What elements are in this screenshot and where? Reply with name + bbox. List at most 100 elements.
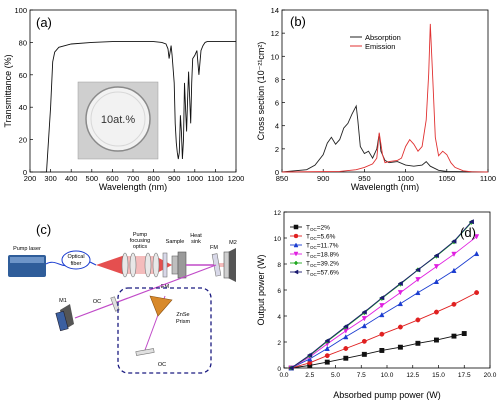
- optical-fiber-label-line1: Optical: [67, 254, 84, 260]
- data-point-5: [379, 295, 385, 301]
- panel-b-legend: Absorption Emission: [350, 33, 401, 51]
- data-point-3: [361, 316, 367, 322]
- panel-a-xlabel: Wavelength (nm): [99, 182, 167, 192]
- m2-mirror: [223, 251, 230, 279]
- panel-b-label: (b): [290, 14, 306, 29]
- fm-label: FM: [210, 245, 218, 251]
- sample-crystal: [171, 255, 179, 275]
- y-tick-label: 2: [277, 340, 281, 347]
- legend-label-0: TOC=2%: [306, 225, 330, 233]
- x-tick-label: 300: [44, 174, 57, 183]
- legend-label-name: T: [306, 225, 310, 232]
- panel-d-ticks: 0.0 2.5 5.0 7.5 10.0 12.5 15.0 17.5 20.0 0 2 4 6 8 10 1…: [274, 210, 497, 379]
- legend-label-name: T: [306, 270, 310, 277]
- data-point-2: [415, 289, 421, 296]
- legend-marker-2: [293, 242, 299, 248]
- pump-laser-label-line1: Pump laser: [13, 246, 41, 252]
- panel-a-chart: 200 300 400 500 600 700 800 900 1000 1100 1200 0 20 4…: [3, 6, 244, 192]
- pump-optics-label-line3: optics: [133, 244, 148, 250]
- legend-label-sub: OC: [310, 245, 318, 250]
- laser-beam-fold: [74, 264, 217, 319]
- panel-a-ylabel: Transmittance (%): [3, 54, 13, 127]
- data-point-2: [379, 311, 385, 318]
- y-tick-label: 100: [14, 6, 27, 15]
- legend-label-name: T: [306, 252, 310, 259]
- legend-label-2: TOC=11.7%: [306, 243, 339, 251]
- data-point-1: [433, 309, 439, 315]
- panel-b-ticks: 850 900 950 1000 1050 1100 0 2 4 6 8 10 12 14: [271, 6, 496, 183]
- panel-d-xlabel: Absorbed pump power (W): [333, 390, 441, 400]
- panel-d-lines: [288, 219, 480, 371]
- data-point-3: [474, 234, 480, 240]
- m1-mirror: [55, 310, 69, 332]
- x-tick-label: 1000: [186, 174, 203, 183]
- data-point-2: [324, 345, 330, 351]
- x-tick-label: 5.0: [331, 372, 340, 379]
- data-point-0: [451, 333, 457, 339]
- panel-d-label: (d): [460, 225, 476, 240]
- data-point-2: [343, 334, 349, 340]
- y-tick-label: 0: [277, 366, 281, 373]
- data-point-1: [324, 353, 330, 359]
- data-point-5: [288, 365, 294, 371]
- em-mirror: [162, 252, 168, 278]
- heat-sink: [177, 251, 187, 279]
- legend-label-4: TOC=39.2%: [306, 261, 339, 269]
- data-point-5: [433, 252, 439, 259]
- y-tick-label: 80: [19, 38, 27, 47]
- legend-label-sub: OC: [310, 272, 318, 277]
- panel-a-lines: [40, 41, 236, 173]
- oc-lower-label: OC: [158, 362, 166, 368]
- data-point-1: [397, 324, 403, 330]
- x-tick-label: 1100: [207, 174, 223, 183]
- legend-label-name: T: [306, 243, 310, 250]
- legend-label-name: T: [306, 261, 310, 268]
- pump-lens-4: [152, 252, 160, 278]
- series-line-0: [281, 104, 489, 173]
- data-point-0: [415, 340, 421, 346]
- m2-mirror-side: [228, 248, 236, 282]
- data-point-3: [379, 303, 385, 309]
- y-tick-label: 10: [271, 52, 279, 61]
- fiber-output: [89, 261, 97, 266]
- y-tick-label: 6: [275, 99, 279, 108]
- legend-label-value: =11.7%: [317, 243, 339, 250]
- legend-absorption-label: Absorption: [365, 33, 401, 42]
- m1-label: M1: [59, 298, 67, 304]
- x-tick-label: 900: [168, 174, 181, 183]
- data-point-1: [343, 346, 349, 351]
- x-tick-label: 1200: [228, 174, 245, 183]
- legend-label-sub: OC: [310, 236, 318, 241]
- legend-label-value: =57.6%: [317, 270, 339, 277]
- series-line-1: [281, 23, 489, 173]
- x-tick-label: 10.0: [381, 372, 394, 379]
- heat-sink-label-line1: Heat: [190, 233, 202, 239]
- znse-prism: [149, 295, 173, 317]
- legend-marker-1: [293, 233, 299, 239]
- y-tick-label: 0: [23, 168, 27, 177]
- data-point-5: [361, 309, 367, 315]
- y-tick-label: 2: [275, 145, 279, 154]
- oc-lower: [135, 348, 155, 356]
- data-point-1: [361, 338, 367, 344]
- series-line-0: [40, 41, 236, 173]
- legend-emission-label: Emission: [365, 42, 395, 51]
- x-tick-label: 17.5: [458, 372, 471, 379]
- znse-label-line1: ZnSe: [176, 312, 189, 318]
- data-point-2: [397, 300, 403, 307]
- legend-label-1: TOC=5.6%: [306, 234, 336, 242]
- panel-b-frame: [281, 9, 489, 173]
- data-point-0: [343, 355, 349, 361]
- panel-b-xlabel: Wavelength (nm): [351, 182, 419, 192]
- data-point-0: [361, 351, 367, 357]
- x-tick-label: 0.0: [279, 372, 288, 379]
- legend-label-value: =2%: [317, 225, 330, 232]
- legend-label-sub: OC: [310, 254, 318, 259]
- x-tick-label: 800: [147, 174, 160, 183]
- panel-d-legend: TOC=2%TOC=5.6%TOC=11.7%TOC=18.8%TOC=39.2…: [290, 225, 339, 278]
- sample-photo-inset: 10at.%: [77, 81, 159, 160]
- x-tick-label: 2.5: [305, 372, 314, 379]
- heat-sink-label-line2: sink: [191, 239, 201, 245]
- data-point-0: [461, 331, 467, 337]
- legend-label-5: TOC=57.6%: [306, 270, 339, 278]
